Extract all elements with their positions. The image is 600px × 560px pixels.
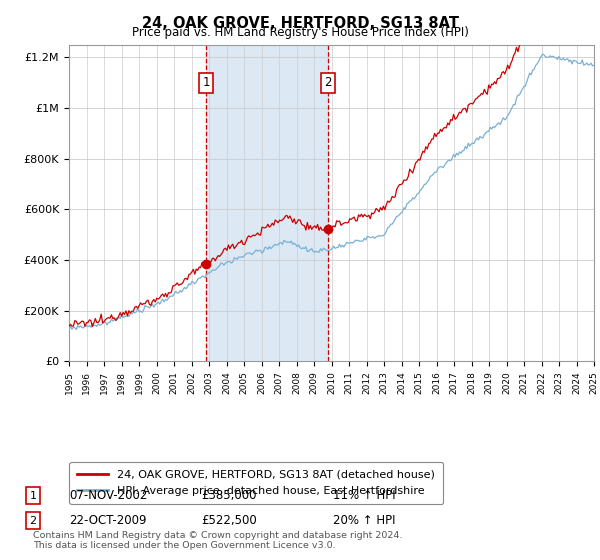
Legend: 24, OAK GROVE, HERTFORD, SG13 8AT (detached house), HPI: Average price, detached: 24, OAK GROVE, HERTFORD, SG13 8AT (detac…	[70, 461, 443, 504]
Text: 11% ↑ HPI: 11% ↑ HPI	[333, 489, 395, 502]
Text: 07-NOV-2002: 07-NOV-2002	[69, 489, 148, 502]
Text: 2: 2	[29, 516, 37, 526]
Text: 1: 1	[203, 76, 210, 89]
Bar	[206, 45, 328, 361]
Text: 1: 1	[29, 491, 37, 501]
Text: £385,000: £385,000	[201, 489, 257, 502]
Text: 24, OAK GROVE, HERTFORD, SG13 8AT: 24, OAK GROVE, HERTFORD, SG13 8AT	[142, 16, 458, 31]
Text: 20% ↑ HPI: 20% ↑ HPI	[333, 514, 395, 528]
Text: 22-OCT-2009: 22-OCT-2009	[69, 514, 146, 528]
Text: 2: 2	[324, 76, 332, 89]
Text: Price paid vs. HM Land Registry's House Price Index (HPI): Price paid vs. HM Land Registry's House …	[131, 26, 469, 39]
Text: £522,500: £522,500	[201, 514, 257, 528]
Text: Contains HM Land Registry data © Crown copyright and database right 2024.
This d: Contains HM Land Registry data © Crown c…	[33, 530, 403, 550]
